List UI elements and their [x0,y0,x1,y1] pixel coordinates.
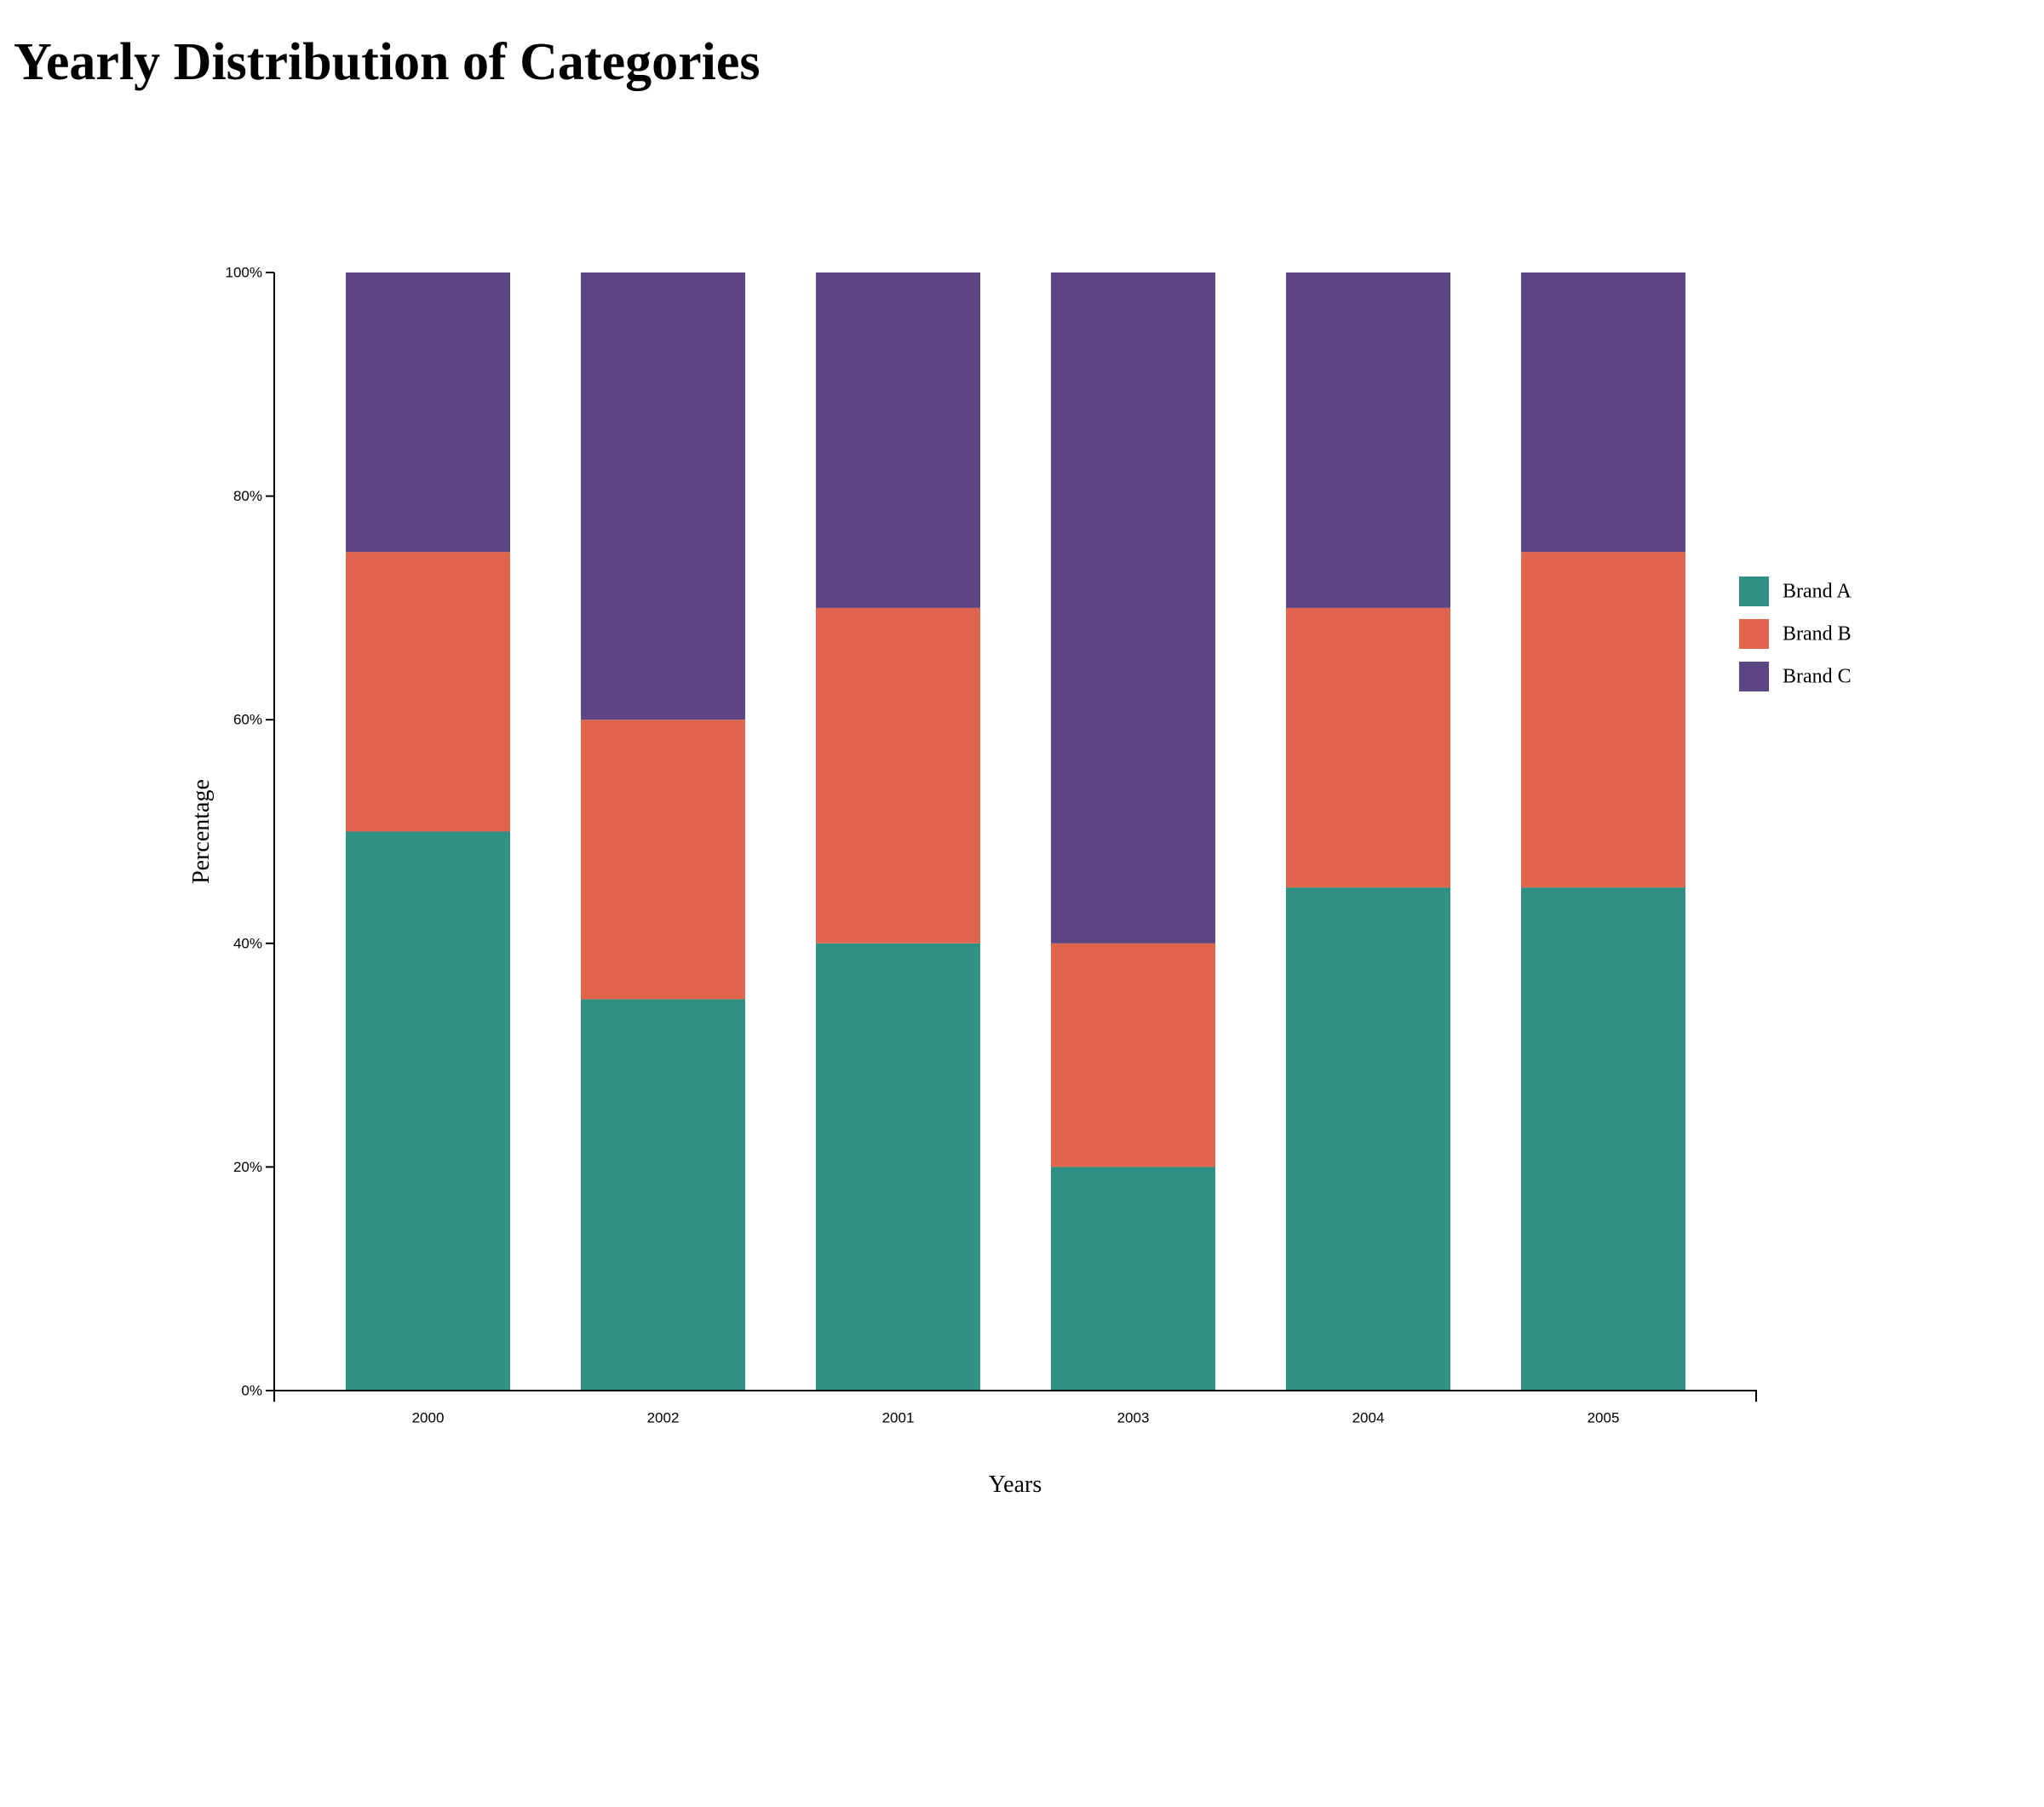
y-tick-label: 0% [241,1383,262,1399]
bar-brand-b-2004 [1286,607,1450,888]
legend-swatch [1739,662,1769,691]
bar-brand-c-2003 [1051,272,1215,944]
bars-layer [346,272,1685,1391]
legend-swatch [1739,619,1769,649]
bar-brand-c-2005 [1521,272,1685,553]
y-tick-label: 100% [226,265,262,281]
x-tick-label: 2001 [882,1410,915,1426]
bar-brand-a-2003 [1051,1167,1215,1391]
y-axis-title: Percentage [188,779,215,884]
legend: Brand A Brand B Brand C [1739,577,1852,691]
bar-brand-c-2002 [581,272,745,720]
x-axis-line [273,1390,1757,1402]
chart-title: Yearly Distribution of Categories [14,33,761,91]
x-axis-title: Years [989,1471,1042,1498]
legend-label: Brand A [1783,581,1852,603]
bar-brand-a-2004 [1286,887,1450,1391]
x-tick-label: 2000 [412,1410,445,1426]
x-tick-label: 2002 [647,1410,680,1426]
legend-label: Brand C [1783,666,1852,688]
bar-brand-b-2000 [346,552,510,832]
bar-brand-a-2002 [581,999,745,1391]
y-ticks: 0% 20% 40% 60% 80% 100% [226,265,274,1399]
bar-brand-b-2003 [1051,943,1215,1167]
bar-brand-b-2001 [816,607,980,944]
y-tick-label: 60% [233,712,262,728]
x-tick-label: 2005 [1588,1410,1620,1426]
bar-brand-a-2001 [816,943,980,1391]
bar-brand-b-2002 [581,720,745,1000]
x-tick-label: 2004 [1352,1410,1385,1426]
bar-brand-c-2000 [346,272,510,553]
bar-brand-c-2004 [1286,272,1450,608]
bar-brand-a-2005 [1521,887,1685,1391]
bar-brand-a-2000 [346,831,510,1391]
y-tick-label: 40% [233,935,262,951]
legend-label: Brand B [1783,623,1852,645]
y-tick-label: 20% [233,1159,262,1175]
y-axis: 0% 20% 40% 60% 80% 100% [226,265,275,1399]
bar-brand-b-2005 [1521,552,1685,888]
bar-brand-c-2001 [816,272,980,608]
x-axis: 2000 2002 2001 2003 2004 2005 [273,1390,1757,1426]
y-tick-label: 80% [233,488,262,504]
x-ticks: 2000 2002 2001 2003 2004 2005 [412,1410,1620,1426]
x-tick-label: 2003 [1117,1410,1150,1426]
legend-swatch [1739,577,1769,606]
